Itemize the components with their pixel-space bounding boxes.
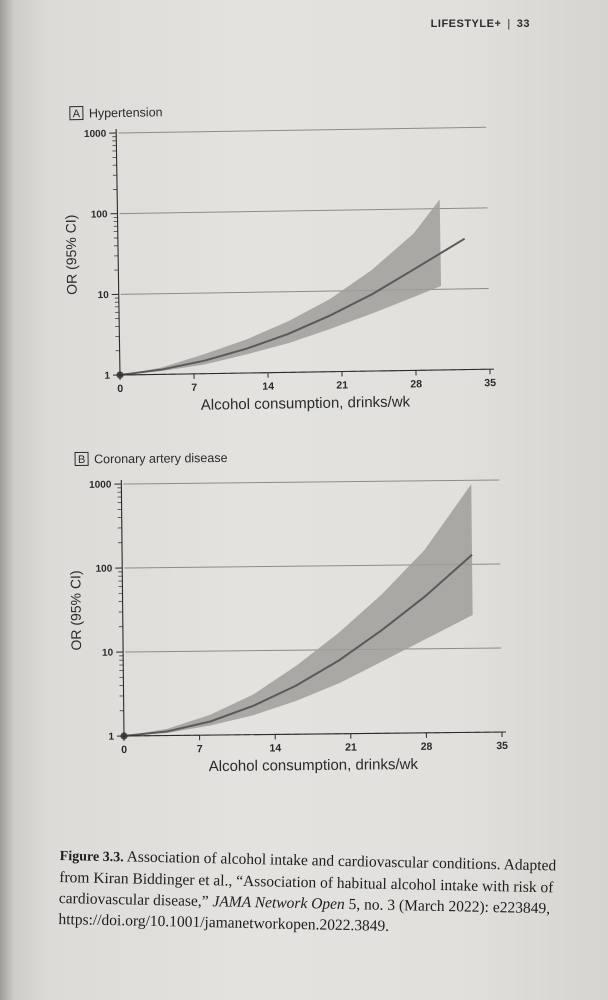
chart-hypertension: A Hypertension 1 10 100 1000 0 7 14 21 28 35 Alcohol… — [62, 105, 496, 413]
y-tick-label: 1 — [104, 371, 110, 382]
gridline — [118, 126, 487, 134]
y-tick-label: 1000 — [84, 129, 107, 140]
page-number: 33 — [516, 18, 530, 30]
x-tick-label: 0 — [121, 744, 127, 756]
x-tick-label: 7 — [191, 382, 197, 394]
y-tick-label: 10 — [98, 290, 110, 301]
y-tick-label: 1 — [108, 732, 114, 743]
plot-group: B Coronary artery disease 1 10 100 1000 0 7 14 21… — [67, 451, 508, 775]
y-tick-label: 100 — [91, 209, 108, 220]
x-tick-label: 7 — [197, 743, 203, 755]
y-axis-label: OR (95% CI) — [62, 215, 79, 295]
x-axis-label: Alcohol consumption, drinks/wk — [201, 393, 411, 413]
running-head-separator: | — [507, 18, 511, 30]
panel-label-box — [74, 451, 89, 467]
x-axis-line — [123, 731, 506, 737]
gridline — [125, 647, 502, 653]
panel-label-box — [69, 106, 84, 121]
x-tick-label: 14 — [262, 381, 274, 393]
y-axis-line — [120, 480, 125, 737]
gridline — [120, 288, 489, 295]
caption-journal: JAMA Network Open — [212, 893, 345, 913]
caption-label: Figure 3.3. — [59, 848, 124, 866]
x-tick-label: 28 — [421, 741, 433, 753]
x-tick-label: 28 — [410, 378, 422, 390]
chart-title: Coronary artery disease — [94, 451, 228, 466]
x-tick-label: 35 — [484, 377, 496, 389]
panel-label: A — [73, 108, 81, 120]
estimate-line — [123, 553, 473, 737]
chart-title: Hypertension — [89, 105, 163, 120]
estimate-line — [119, 237, 466, 376]
plot-group: A Hypertension 1 10 100 1000 0 7 14 21 28 35 Alcohol… — [62, 105, 496, 413]
confidence-band — [120, 199, 442, 375]
gridline — [119, 207, 488, 215]
panel-label: B — [78, 454, 85, 466]
y-axis-label: OR (95% CI) — [67, 570, 84, 650]
book-spine-shadow — [0, 0, 14, 1000]
running-head: LIFESTYLE+ | 33 — [431, 18, 530, 30]
x-tick-label: 0 — [117, 383, 123, 395]
gridline — [123, 479, 500, 485]
chart-coronary-artery-disease: B Coronary artery disease 1 10 100 1000 0 7 14 21… — [67, 451, 508, 775]
y-tick-label: 10 — [102, 648, 114, 659]
y-axis-line — [115, 129, 121, 376]
y-tick-label: 100 — [96, 564, 113, 575]
confidence-band — [124, 484, 473, 736]
x-axis-line — [119, 368, 494, 376]
running-head-section: LIFESTYLE+ — [430, 18, 502, 30]
y-tick-label: 1000 — [89, 480, 112, 491]
x-tick-label: 21 — [345, 742, 357, 754]
x-axis-label: Alcohol consumption, drinks/wk — [209, 756, 419, 775]
figure-caption: Figure 3.3. Association of alcohol intak… — [58, 845, 568, 941]
x-tick-label: 35 — [496, 740, 508, 752]
x-tick-label: 21 — [336, 379, 348, 391]
x-tick-label: 14 — [269, 742, 281, 754]
